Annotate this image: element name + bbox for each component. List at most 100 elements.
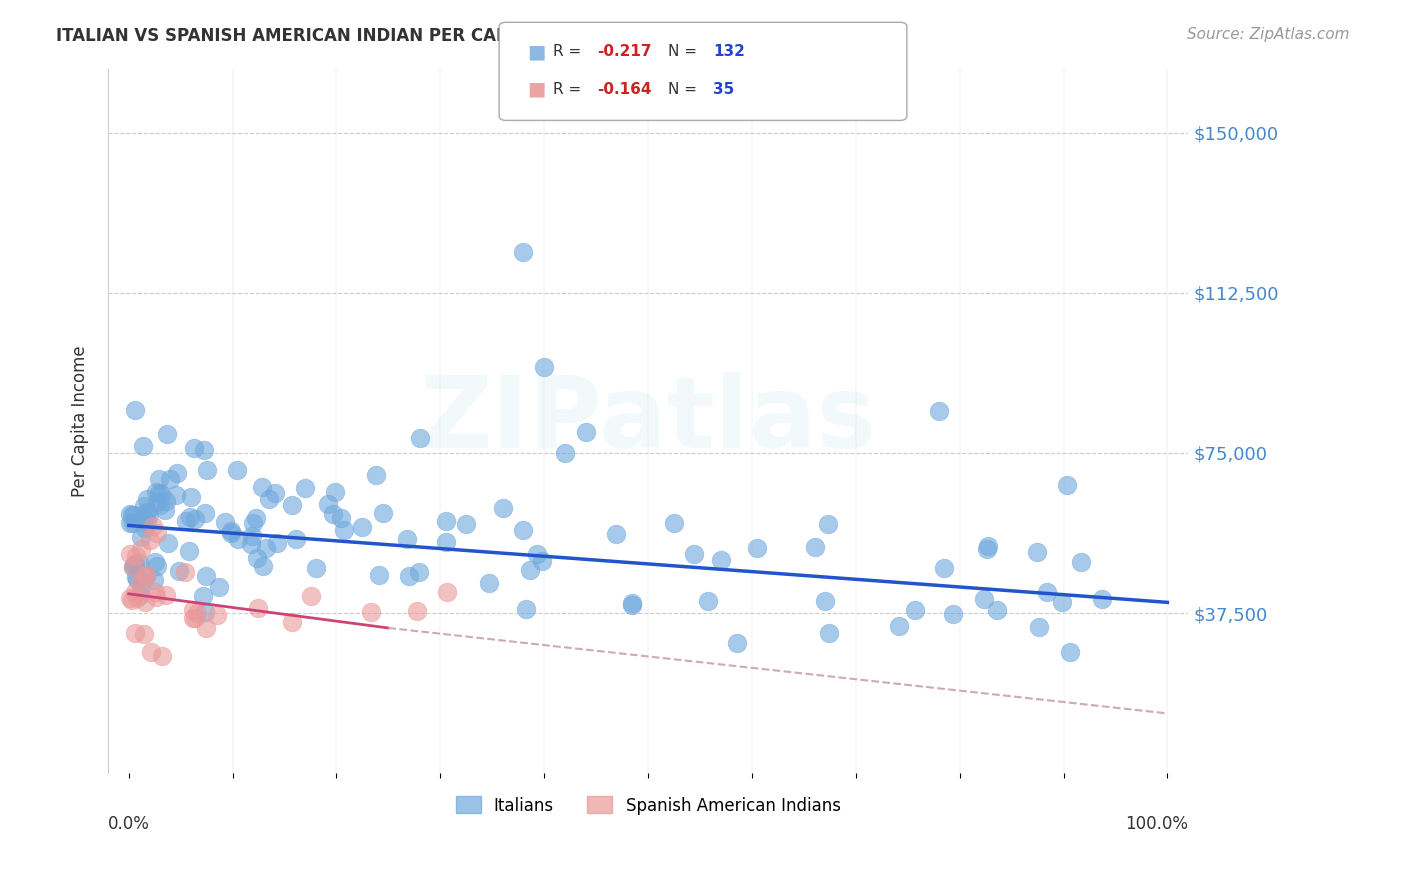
- Point: [124, 402, 146, 417]
- Point: [747, 541, 769, 555]
- Point: [1056, 477, 1078, 491]
- Point: [294, 481, 316, 495]
- Point: [219, 525, 242, 540]
- Point: [264, 486, 287, 500]
- Point: [124, 558, 146, 573]
- Point: [165, 487, 187, 501]
- Point: [128, 575, 150, 590]
- Text: 100.0%: 100.0%: [1125, 815, 1188, 833]
- Point: [350, 520, 373, 534]
- Point: [174, 565, 197, 579]
- Point: [146, 495, 169, 509]
- Point: [266, 536, 288, 550]
- Point: [194, 605, 217, 619]
- Point: [242, 516, 264, 531]
- Point: [128, 588, 150, 602]
- Point: [364, 467, 387, 482]
- Point: [325, 484, 347, 499]
- Point: [512, 245, 534, 260]
- Point: [284, 532, 307, 546]
- Point: [976, 542, 998, 557]
- Point: [134, 521, 156, 535]
- Point: [148, 471, 170, 485]
- Point: [120, 516, 142, 530]
- Point: [124, 626, 146, 640]
- Point: [125, 570, 148, 584]
- Text: R =: R =: [553, 45, 586, 59]
- Point: [301, 589, 323, 603]
- Point: [240, 537, 263, 551]
- Point: [889, 619, 911, 633]
- Point: [145, 485, 167, 500]
- Point: [177, 543, 200, 558]
- Point: [942, 607, 965, 621]
- Point: [184, 611, 207, 625]
- Text: -0.164: -0.164: [598, 82, 652, 96]
- Point: [973, 591, 995, 606]
- Point: [183, 603, 205, 617]
- Point: [174, 514, 197, 528]
- Text: Source: ZipAtlas.com: Source: ZipAtlas.com: [1187, 27, 1350, 42]
- Point: [138, 507, 160, 521]
- Point: [124, 585, 146, 599]
- Point: [135, 505, 157, 519]
- Point: [180, 490, 202, 504]
- Point: [932, 561, 955, 575]
- Point: [710, 552, 733, 566]
- Point: [1028, 620, 1050, 634]
- Point: [245, 550, 267, 565]
- Point: [519, 563, 541, 577]
- Text: R =: R =: [553, 82, 586, 96]
- Point: [121, 593, 143, 607]
- Legend: Italians, Spanish American Indians: Italians, Spanish American Indians: [449, 789, 848, 822]
- Point: [159, 471, 181, 485]
- Point: [197, 463, 219, 477]
- Point: [179, 509, 201, 524]
- Point: [155, 503, 177, 517]
- Point: [194, 506, 217, 520]
- Point: [142, 573, 165, 587]
- Point: [131, 530, 153, 544]
- Point: [725, 636, 748, 650]
- Point: [183, 512, 205, 526]
- Point: [280, 615, 302, 629]
- Point: [515, 602, 537, 616]
- Point: [121, 560, 143, 574]
- Point: [141, 645, 163, 659]
- Point: [257, 491, 280, 506]
- Text: ZIPatlas: ZIPatlas: [419, 372, 876, 469]
- Point: [125, 591, 148, 605]
- Point: [166, 466, 188, 480]
- Point: [254, 541, 277, 555]
- Text: N =: N =: [668, 45, 702, 59]
- Point: [135, 569, 157, 583]
- Point: [434, 535, 457, 549]
- Point: [904, 603, 927, 617]
- Point: [814, 594, 837, 608]
- Point: [156, 427, 179, 442]
- Point: [134, 569, 156, 583]
- Point: [662, 516, 685, 530]
- Point: [193, 590, 215, 604]
- Point: [395, 532, 418, 546]
- Point: [1091, 591, 1114, 606]
- Point: [1059, 645, 1081, 659]
- Point: [226, 463, 249, 477]
- Point: [554, 446, 576, 460]
- Point: [454, 517, 477, 532]
- Point: [132, 512, 155, 526]
- Point: [373, 507, 395, 521]
- Point: [605, 526, 627, 541]
- Text: ■: ■: [527, 42, 546, 62]
- Point: [246, 600, 269, 615]
- Point: [118, 507, 141, 521]
- Point: [683, 547, 706, 561]
- Point: [398, 569, 420, 583]
- Point: [405, 604, 427, 618]
- Point: [1026, 545, 1049, 559]
- Point: [436, 514, 458, 528]
- Point: [492, 500, 515, 515]
- Point: [208, 581, 231, 595]
- Point: [146, 559, 169, 574]
- Point: [245, 511, 267, 525]
